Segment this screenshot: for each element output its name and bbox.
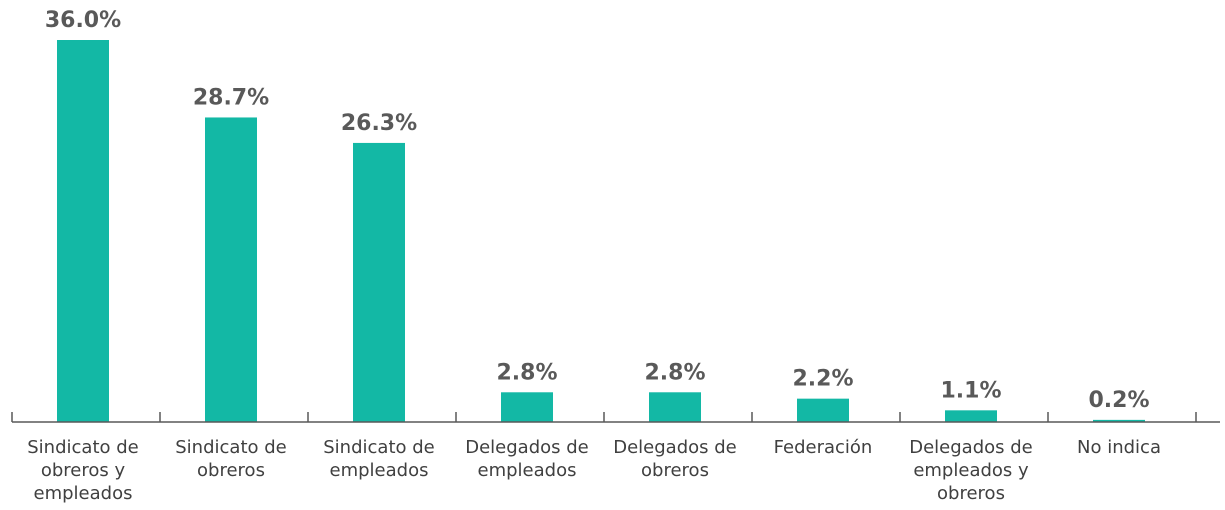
x-tick-label: Sindicato de obreros y empleados <box>27 437 139 504</box>
value-label: 36.0% <box>45 8 121 33</box>
bar <box>205 117 257 422</box>
x-tick-label: No indica <box>1077 437 1161 458</box>
value-label: 1.1% <box>940 378 1001 403</box>
bar <box>57 40 109 422</box>
bar <box>945 410 997 422</box>
bar <box>797 398 849 422</box>
bar <box>501 392 553 422</box>
x-tick-label: Sindicato de empleados <box>323 437 435 481</box>
bar <box>649 392 701 422</box>
x-tick-label: Sindicato de obreros <box>175 437 287 481</box>
value-label: 2.8% <box>644 360 705 385</box>
value-label: 0.2% <box>1088 388 1149 413</box>
x-tick-label: Delegados de empleados y obreros <box>909 437 1033 504</box>
value-label: 2.2% <box>792 367 853 392</box>
value-label: 2.8% <box>496 360 557 385</box>
bar <box>1093 419 1145 422</box>
value-label: 26.3% <box>341 111 417 136</box>
value-label: 28.7% <box>193 85 269 110</box>
x-tick-label: Delegados de empleados <box>465 437 589 481</box>
x-tick-label: Delegados de obreros <box>613 437 737 481</box>
bar <box>353 142 405 422</box>
x-tick-label: Federación <box>773 437 873 458</box>
